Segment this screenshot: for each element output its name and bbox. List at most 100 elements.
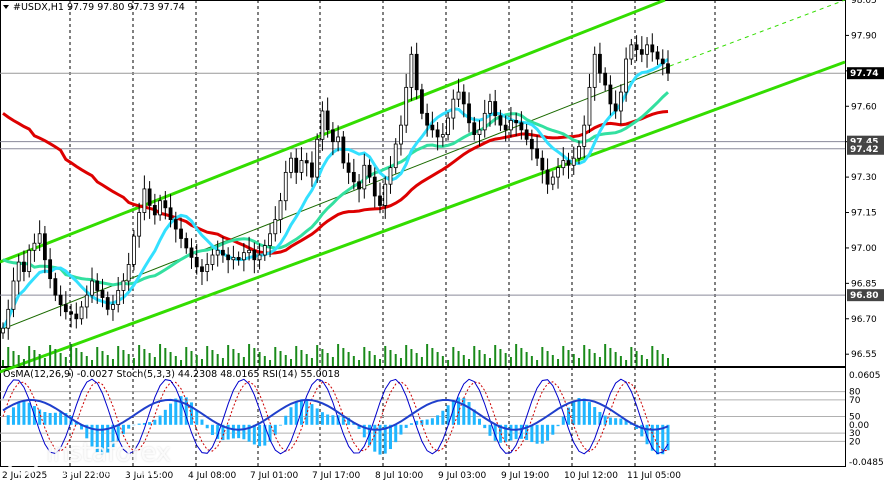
- candle-body-46: [242, 253, 245, 260]
- candle-body-69: [363, 165, 366, 189]
- candle-body-18: [96, 281, 99, 290]
- volume-bar-79: [416, 353, 418, 366]
- candle-body-83: [436, 130, 439, 137]
- volume-bar-90: [473, 346, 475, 366]
- candle-body-68: [358, 182, 361, 189]
- candle-body-70: [368, 165, 371, 177]
- volume-bar-89: [468, 359, 470, 366]
- osma-bar-24: [127, 425, 130, 429]
- candle-body-21: [111, 305, 114, 310]
- volume-bar-75: [395, 354, 397, 366]
- candle-body-14: [75, 314, 78, 319]
- candle-body-110: [577, 146, 580, 158]
- volume-bar-3: [18, 355, 20, 366]
- indicator-axis-label-0: 0.0605: [849, 371, 881, 381]
- candle-body-74: [389, 168, 392, 185]
- candle-body-107: [562, 161, 565, 168]
- volume-bar-94: [494, 345, 496, 366]
- volume-bar-64: [337, 344, 339, 366]
- candle-body-44: [232, 257, 235, 259]
- candle-body-3: [17, 262, 20, 281]
- candle-body-28: [148, 189, 151, 206]
- time-label-6: 8 Jul 10:00: [375, 471, 424, 481]
- ma-mid-line: [3, 92, 668, 284]
- candle-body-101: [530, 139, 533, 148]
- ma-slow-line: [3, 112, 668, 254]
- volume-bar-35: [185, 347, 187, 366]
- indicator-zero-label: 0.00: [849, 421, 869, 431]
- volume-bar-106: [557, 359, 559, 366]
- volume-bar-30: [159, 344, 161, 366]
- volume-bar-8: [44, 358, 46, 366]
- candle-body-87: [457, 92, 460, 99]
- time-label-8: 9 Jul 19:00: [501, 471, 550, 481]
- volume-bar-74: [389, 350, 391, 366]
- candle-body-114: [598, 54, 601, 73]
- osma-bar-3: [17, 403, 20, 425]
- price-tick-label-top: 98.05: [851, 0, 877, 6]
- volume-bar-5: [28, 346, 30, 366]
- osma-bar-75: [394, 425, 397, 442]
- volume-bar-23: [122, 350, 124, 366]
- candle-body-60: [316, 139, 319, 177]
- channel-mid-line: [0, 66, 670, 330]
- volume-bar-120: [630, 347, 632, 366]
- volume-bar-96: [505, 353, 507, 366]
- osma-bar-62: [326, 414, 329, 424]
- osma-bar-77: [405, 425, 408, 428]
- candle-body-75: [394, 144, 397, 168]
- volume-bar-101: [531, 356, 533, 366]
- volume-bar-13: [70, 344, 72, 366]
- candle-body-63: [331, 130, 334, 142]
- volume-bar-18: [96, 347, 98, 366]
- volume-bar-98: [515, 344, 517, 366]
- candle-body-55: [289, 158, 292, 172]
- indicator-axis-label-5: 20: [849, 437, 861, 447]
- volume-bar-61: [321, 349, 323, 366]
- osma-bar-10: [54, 413, 57, 425]
- osma-bar-55: [289, 407, 292, 425]
- volume-bar-9: [49, 345, 51, 366]
- osma-bar-44: [232, 425, 235, 439]
- candle-body-4: [22, 262, 25, 271]
- osma-bar-1: [7, 415, 10, 425]
- osma-bar-29: [153, 420, 156, 425]
- indicator-axis-label-6: -0.0485: [849, 458, 884, 468]
- candle-body-100: [525, 130, 528, 139]
- volume-bar-68: [358, 360, 360, 366]
- volume-bar-43: [227, 345, 229, 366]
- candle-body-103: [541, 158, 544, 170]
- volume-bar-29: [154, 357, 156, 366]
- volume-bar-59: [311, 358, 313, 366]
- volume-bar-38: [201, 359, 203, 366]
- candle-body-95: [499, 116, 502, 125]
- candle-body-104: [546, 170, 549, 184]
- candle-body-94: [494, 102, 497, 116]
- volume-bar-72: [379, 359, 381, 366]
- volume-bar-111: [583, 345, 585, 366]
- osma-bar-107: [562, 417, 565, 425]
- volume-bar-42: [222, 358, 224, 366]
- candle-body-64: [337, 137, 340, 142]
- candle-body-27: [143, 189, 146, 213]
- candle-body-32: [169, 208, 172, 220]
- volume-bar-121: [636, 351, 638, 366]
- candle-body-59: [310, 163, 313, 177]
- volume-bar-17: [91, 360, 93, 366]
- volume-bar-107: [562, 346, 564, 366]
- volume-bar-49: [259, 352, 261, 366]
- price-tick-label-5: 97.15: [851, 209, 877, 219]
- volume-bar-37: [196, 355, 198, 366]
- price-tick-label-2: 97.60: [851, 102, 877, 112]
- volume-bar-46: [243, 357, 245, 366]
- candle-body-61: [321, 111, 324, 139]
- osma-bar-111: [583, 399, 586, 425]
- time-label-9: 10 Jul 12:00: [564, 471, 618, 481]
- candle-body-105: [551, 177, 554, 184]
- volume-bar-52: [274, 347, 276, 366]
- volume-bar-28: [149, 353, 151, 366]
- osma-bar-92: [483, 425, 486, 428]
- osma-bar-116: [609, 418, 612, 425]
